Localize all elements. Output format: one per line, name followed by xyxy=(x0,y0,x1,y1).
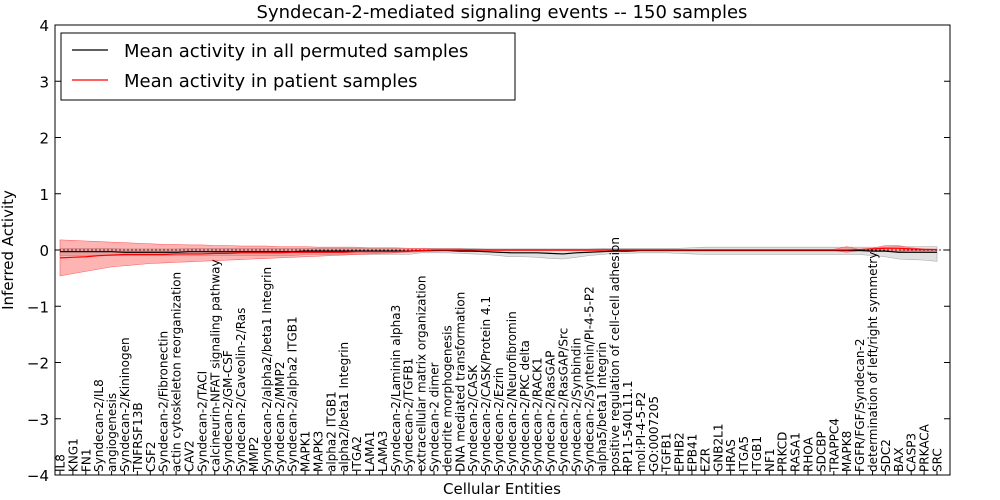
category-label: Syndecan-2/Kininogen xyxy=(118,337,132,472)
category-label: CSF2 xyxy=(144,441,158,472)
category-label: EPB41 xyxy=(685,434,699,472)
category-label: EZR xyxy=(698,448,712,472)
y-tick-label: 4 xyxy=(39,17,49,35)
category-label: Syndecan-2/GM-CSF xyxy=(221,350,235,472)
category-label: Syndecan-2/TACI xyxy=(195,371,209,472)
category-label: PRKCD xyxy=(776,432,790,472)
category-label: Syndecan-2/IL8 xyxy=(92,379,106,472)
category-label: CASP3 xyxy=(905,433,919,472)
category-label: MMP2 xyxy=(247,436,261,472)
x-axis-label: Cellular Entities xyxy=(443,480,561,498)
category-label: KNG1 xyxy=(66,438,80,472)
y-axis: −4 −3 −2 −1 0 1 2 3 4 xyxy=(27,17,950,485)
category-label: CAV2 xyxy=(182,440,196,472)
category-label: RASA1 xyxy=(789,432,803,472)
category-label: MAPK3 xyxy=(311,431,325,472)
y-tick-label: −1 xyxy=(27,298,49,316)
category-label: Syndecan-2 dimer xyxy=(428,362,442,472)
category-label: TGFB1 xyxy=(660,433,674,473)
y-tick-label: 2 xyxy=(39,130,49,148)
series-lines xyxy=(55,247,950,259)
legend-box xyxy=(60,32,516,101)
category-label: RHOA xyxy=(802,436,816,472)
y-tick-label: 0 xyxy=(39,242,49,260)
category-label: GO:0007205 xyxy=(647,396,661,472)
category-label: Syndecan-2/RasGAP/Src xyxy=(556,328,570,472)
category-label: FGFR/FGF/Syndecan-2 xyxy=(853,339,867,472)
category-label: angiogenesis xyxy=(105,393,119,472)
category-label: Syndecan-2/alpha2/beta1 Integrin xyxy=(260,267,274,472)
category-label: Syndecan-2/Syntenin/PI-4-5-P2 xyxy=(582,286,596,472)
category-label: Syndecan-2/CASK xyxy=(466,364,480,472)
band-patient xyxy=(59,239,938,277)
category-label: dendrite morphogenesis xyxy=(440,325,454,472)
category-label: determination of left/right symmetry xyxy=(866,252,880,472)
legend-label-patient: Mean activity in patient samples xyxy=(124,71,418,92)
category-label: Syndecan-2/RasGAP xyxy=(544,351,558,472)
category-label: Syndecan-2/MMP2 xyxy=(273,362,287,472)
category-label: IL8 xyxy=(54,454,68,472)
category-label: HRAS xyxy=(724,439,738,472)
category-label: ITGA5 xyxy=(737,436,751,472)
y-tick-label: 1 xyxy=(39,186,49,204)
y-axis-label: Inferred Activity xyxy=(0,190,17,310)
category-label: PRKACA xyxy=(918,423,932,472)
category-label: Syndecan-2/alpha2 ITGB1 xyxy=(286,316,300,472)
line-patient xyxy=(59,247,937,259)
category-label: RP11-540L11.1 xyxy=(621,381,635,472)
category-label: SRC xyxy=(931,448,945,472)
category-label: LAMA3 xyxy=(376,431,390,472)
category-label: mol:PI-4-5-P2 xyxy=(634,392,648,472)
category-label: alpha2/beta1 Integrin xyxy=(337,342,351,472)
category-label: ITGB1 xyxy=(750,436,764,472)
category-label: Syndecan-2/RACK1 xyxy=(531,357,545,472)
y-tick-label: −2 xyxy=(27,355,49,373)
category-label: actin cytoskeleton reorganization xyxy=(170,272,184,472)
category-label: TRAPPC4 xyxy=(827,418,841,473)
category-labels: IL8KNG1FN1Syndecan-2/IL8angiogenesisSynd… xyxy=(54,237,945,475)
category-label: TNFRSF13B xyxy=(131,402,145,473)
legend: Mean activity in all permuted samples Me… xyxy=(60,32,516,101)
category-label: Syndecan-2/Caveolin-2/Ras xyxy=(234,308,248,472)
category-label: GNB2L1 xyxy=(711,424,725,472)
category-label: calcineurin-NFAT signaling pathway xyxy=(208,259,222,472)
category-label: SDCBP xyxy=(814,431,828,472)
category-label: BAX xyxy=(892,447,906,472)
y-tick-label: −4 xyxy=(27,467,49,485)
category-label: MAPK1 xyxy=(299,431,313,472)
category-label: Syndecan-2/TGFB1 xyxy=(402,358,416,472)
y-tick-label: 3 xyxy=(39,73,49,91)
category-label: Syndecan-2/Synbindin xyxy=(569,338,583,472)
category-label: MAPK8 xyxy=(840,431,854,472)
category-label: NF1 xyxy=(763,448,777,472)
category-label: EPHB2 xyxy=(673,432,687,472)
category-label: DNA mediated transformation xyxy=(453,292,467,472)
category-label: Syndecan-2/CASK/Protein 4.1 xyxy=(479,296,493,472)
category-label: Syndecan-2/Laminin alpha3 xyxy=(389,305,403,472)
category-label: alpha5/beta1 Integrin xyxy=(595,342,609,472)
category-label: ITGA2 xyxy=(350,436,364,472)
legend-label-permuted: Mean activity in all permuted samples xyxy=(124,41,468,62)
category-label: Syndecan-2/Fibronectin xyxy=(157,331,171,472)
y-tick-label: −3 xyxy=(27,411,49,429)
category-label: positive regulation of cell-cell adhesio… xyxy=(608,237,622,472)
category-label: LAMA1 xyxy=(363,431,377,472)
category-label: Syndecan-2/Ezrin xyxy=(492,367,506,472)
category-label: Syndecan-2/Neurofibromin xyxy=(505,311,519,472)
category-label: extracellular matrix organization xyxy=(415,276,429,473)
category-label: SDC2 xyxy=(879,439,893,472)
category-label: Syndecan-2/PKC delta xyxy=(518,340,532,472)
chart-title: Syndecan-2-mediated signaling events -- … xyxy=(257,2,748,23)
category-label: FN1 xyxy=(79,448,93,472)
category-label: alpha2 ITGB1 xyxy=(324,391,338,472)
